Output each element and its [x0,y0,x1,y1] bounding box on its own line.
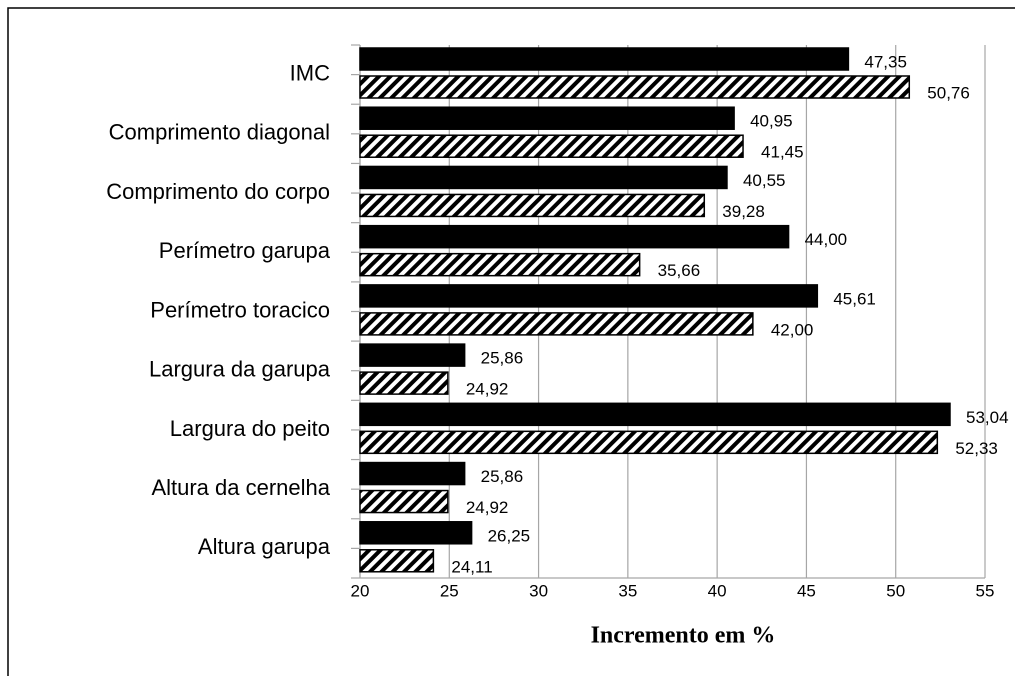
value-label: 47,35 [864,52,907,71]
x-tick-label: 45 [797,581,816,600]
bar [359,224,790,249]
x-tick-label: 40 [708,581,727,600]
bar [359,461,466,486]
value-label: 53,04 [966,408,1009,427]
category-label: Altura garupa [198,534,331,559]
bar [359,284,819,308]
x-tick-label: 50 [886,581,905,600]
category-label: Comprimento do corpo [106,179,330,204]
value-label: 40,95 [750,112,793,131]
category-label: Largura do peito [170,416,330,441]
bar [359,75,911,99]
value-label: 40,55 [743,171,786,190]
value-label: 24,92 [466,380,509,399]
value-label: 26,25 [488,526,531,545]
bar [359,165,728,190]
category-label: Perímetro garupa [159,238,331,263]
bar [359,134,744,158]
bar [359,106,735,130]
bar [359,549,435,573]
x-tick-label: 35 [618,581,637,600]
bar [359,371,449,395]
value-label: 25,86 [481,349,524,368]
value-label: 24,11 [451,557,492,576]
x-tick-label: 55 [976,581,995,600]
value-label: 42,00 [771,320,814,339]
bar [359,521,473,545]
category-label: IMC [290,60,330,85]
value-label: 24,92 [466,498,509,517]
bar [359,343,466,367]
value-label: 35,66 [658,261,701,280]
value-label: 45,61 [833,289,876,308]
x-tick-label: 20 [351,581,370,600]
value-label: 41,45 [761,143,804,162]
bar [359,312,754,336]
value-label: 44,00 [805,230,848,249]
value-label: 39,28 [722,202,765,221]
value-label: 25,86 [481,467,524,486]
category-label: Comprimento diagonal [109,120,330,145]
x-tick-label: 30 [529,581,548,600]
bar [359,402,951,427]
value-label: 52,33 [955,439,998,458]
bar [359,47,850,71]
bar [359,252,641,277]
value-label: 50,76 [927,83,970,102]
category-label: Perímetro toracico [150,297,330,322]
bar [359,489,449,514]
x-axis-title: Incremento em % [591,623,776,649]
bar [359,430,939,455]
x-tick-label: 25 [440,581,459,600]
bar [359,193,706,218]
category-label: Altura da cernelha [151,475,330,500]
category-label: Largura da garupa [149,357,331,382]
